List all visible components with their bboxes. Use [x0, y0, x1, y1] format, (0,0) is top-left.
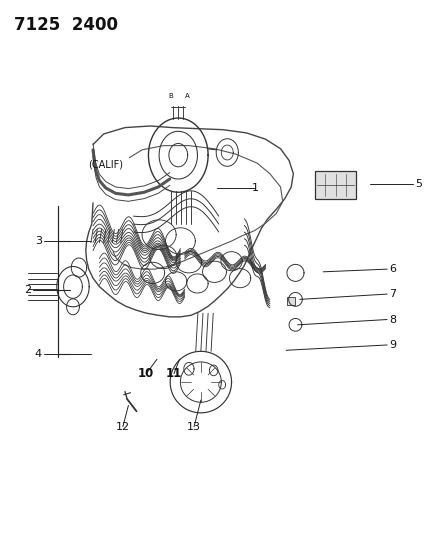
FancyBboxPatch shape — [287, 297, 295, 305]
Text: 11: 11 — [166, 367, 182, 380]
Text: 13: 13 — [187, 422, 201, 432]
Text: 3: 3 — [35, 236, 42, 246]
Text: 7: 7 — [389, 289, 396, 299]
Text: A: A — [185, 93, 190, 100]
Text: 8: 8 — [389, 314, 396, 325]
Text: 12: 12 — [116, 422, 130, 432]
Text: (CALIF): (CALIF) — [88, 159, 123, 169]
Text: 5: 5 — [415, 179, 422, 189]
Text: 2: 2 — [24, 285, 31, 295]
Text: 4: 4 — [35, 349, 42, 359]
Text: 7125  2400: 7125 2400 — [14, 16, 118, 34]
Text: B: B — [168, 93, 173, 100]
Text: 9: 9 — [389, 340, 396, 350]
FancyBboxPatch shape — [314, 171, 356, 199]
Text: 10: 10 — [138, 367, 154, 380]
Text: 1: 1 — [251, 183, 259, 193]
Text: 6: 6 — [389, 264, 396, 274]
